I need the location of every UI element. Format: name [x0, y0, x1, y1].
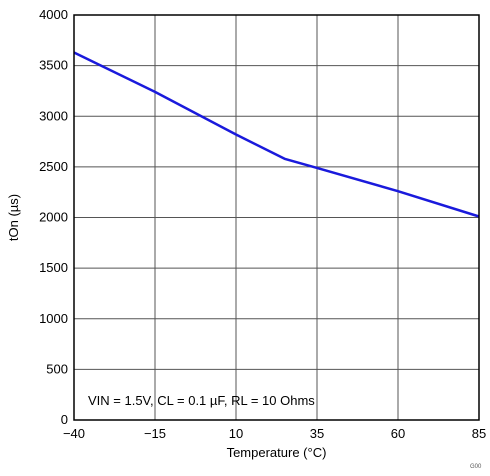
figure-id: G00	[470, 464, 482, 470]
x-tick-label: 10	[229, 426, 243, 441]
y-tick-label: 3000	[39, 108, 68, 123]
y-tick-label: 1500	[39, 260, 68, 275]
x-tick-label: −40	[63, 426, 85, 441]
grid	[73, 14, 480, 421]
x-tick-label: 35	[310, 426, 324, 441]
series-layer	[73, 51, 480, 218]
y-tick-labels: 0 500 1000 1500 2000 2500 3000 3500 4000	[39, 7, 68, 427]
y-tick-label: 2500	[39, 159, 68, 174]
y-axis-title: tOn (µs)	[6, 194, 21, 241]
series-line	[73, 51, 480, 218]
y-tick-label: 500	[46, 361, 68, 376]
x-tick-label: 85	[472, 426, 486, 441]
y-tick-label: 4000	[39, 7, 68, 22]
plot-frame	[73, 14, 480, 421]
y-tick-label: 3500	[39, 58, 68, 73]
conditions-annotation: VIN = 1.5V, CL = 0.1 µF, RL = 10 Ohms	[88, 393, 315, 408]
y-tick-label: 1000	[39, 311, 68, 326]
x-tick-label: 60	[391, 426, 405, 441]
y-tick-label: 0	[61, 412, 68, 427]
x-tick-label: −15	[144, 426, 166, 441]
x-axis-title: Temperature (°C)	[227, 445, 327, 460]
x-tick-labels: −40 −15 10 35 60 85	[63, 426, 486, 441]
y-tick-label: 2000	[39, 210, 68, 225]
